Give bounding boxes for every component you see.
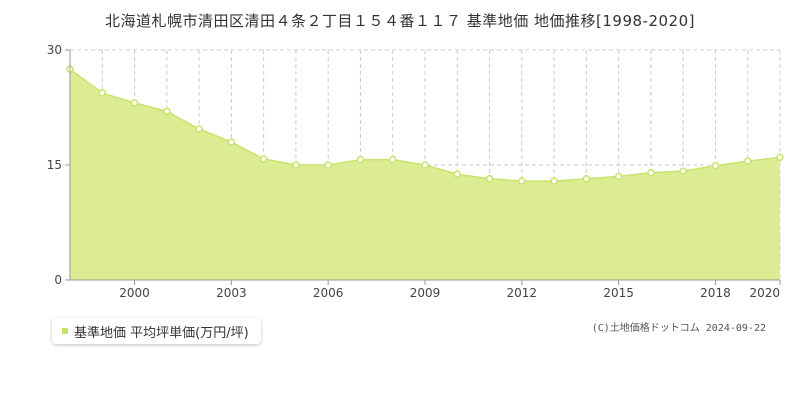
x-tick-label: 2003 [216, 286, 247, 300]
legend[interactable]: 基準地価 平均坪単価(万円/坪) [52, 318, 261, 344]
x-tick-label: 2009 [410, 286, 441, 300]
x-tick-label: 2006 [313, 286, 344, 300]
x-tick-label: 2012 [507, 286, 538, 300]
axis-layer [65, 49, 781, 285]
data-point [195, 125, 203, 133]
data-point [550, 177, 558, 185]
y-tick-label: 15 [47, 158, 62, 172]
marker-layer [66, 65, 784, 185]
x-tick-label: 2018 [700, 286, 731, 300]
data-point [259, 155, 268, 163]
data-point [647, 168, 655, 177]
legend-label: 基準地価 平均坪単価(万円/坪) [74, 325, 249, 341]
data-point [518, 177, 526, 185]
x-tick-label: 2015 [603, 286, 634, 300]
data-point [485, 175, 494, 183]
y-tick-label: 30 [47, 43, 62, 57]
data-point [582, 175, 591, 183]
data-point [421, 161, 429, 169]
data-point [356, 155, 365, 164]
data-point [711, 162, 720, 170]
data-point [614, 172, 623, 181]
data-point [324, 161, 332, 169]
x-tick-label: 2000 [119, 286, 150, 300]
data-point [679, 167, 687, 175]
data-point [292, 161, 300, 169]
data-point [163, 107, 171, 116]
chart-title: 北海道札幌市清田区清田４条２丁目１５４番１１７ 基準地価 地価推移[1998-2… [104, 12, 695, 30]
data-point [130, 99, 139, 107]
copyright-text: (C)土地価格ドットコム 2024-09-22 [591, 323, 766, 334]
data-point [388, 155, 397, 164]
data-point [227, 138, 236, 146]
x-tick-label: 2020 [749, 286, 780, 300]
data-point [776, 153, 784, 162]
data-point [743, 157, 752, 165]
label-layer: 0 15 30 2000 2003 2006 2009 2012 2015 2018 2020 [47, 43, 780, 300]
legend-marker [62, 328, 68, 334]
area-fill [70, 69, 780, 281]
y-tick-label: 0 [54, 273, 62, 287]
data-point [453, 170, 462, 178]
data-point [98, 89, 107, 97]
